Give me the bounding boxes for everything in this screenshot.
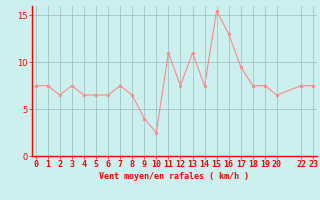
X-axis label: Vent moyen/en rafales ( km/h ): Vent moyen/en rafales ( km/h ) xyxy=(100,172,249,181)
